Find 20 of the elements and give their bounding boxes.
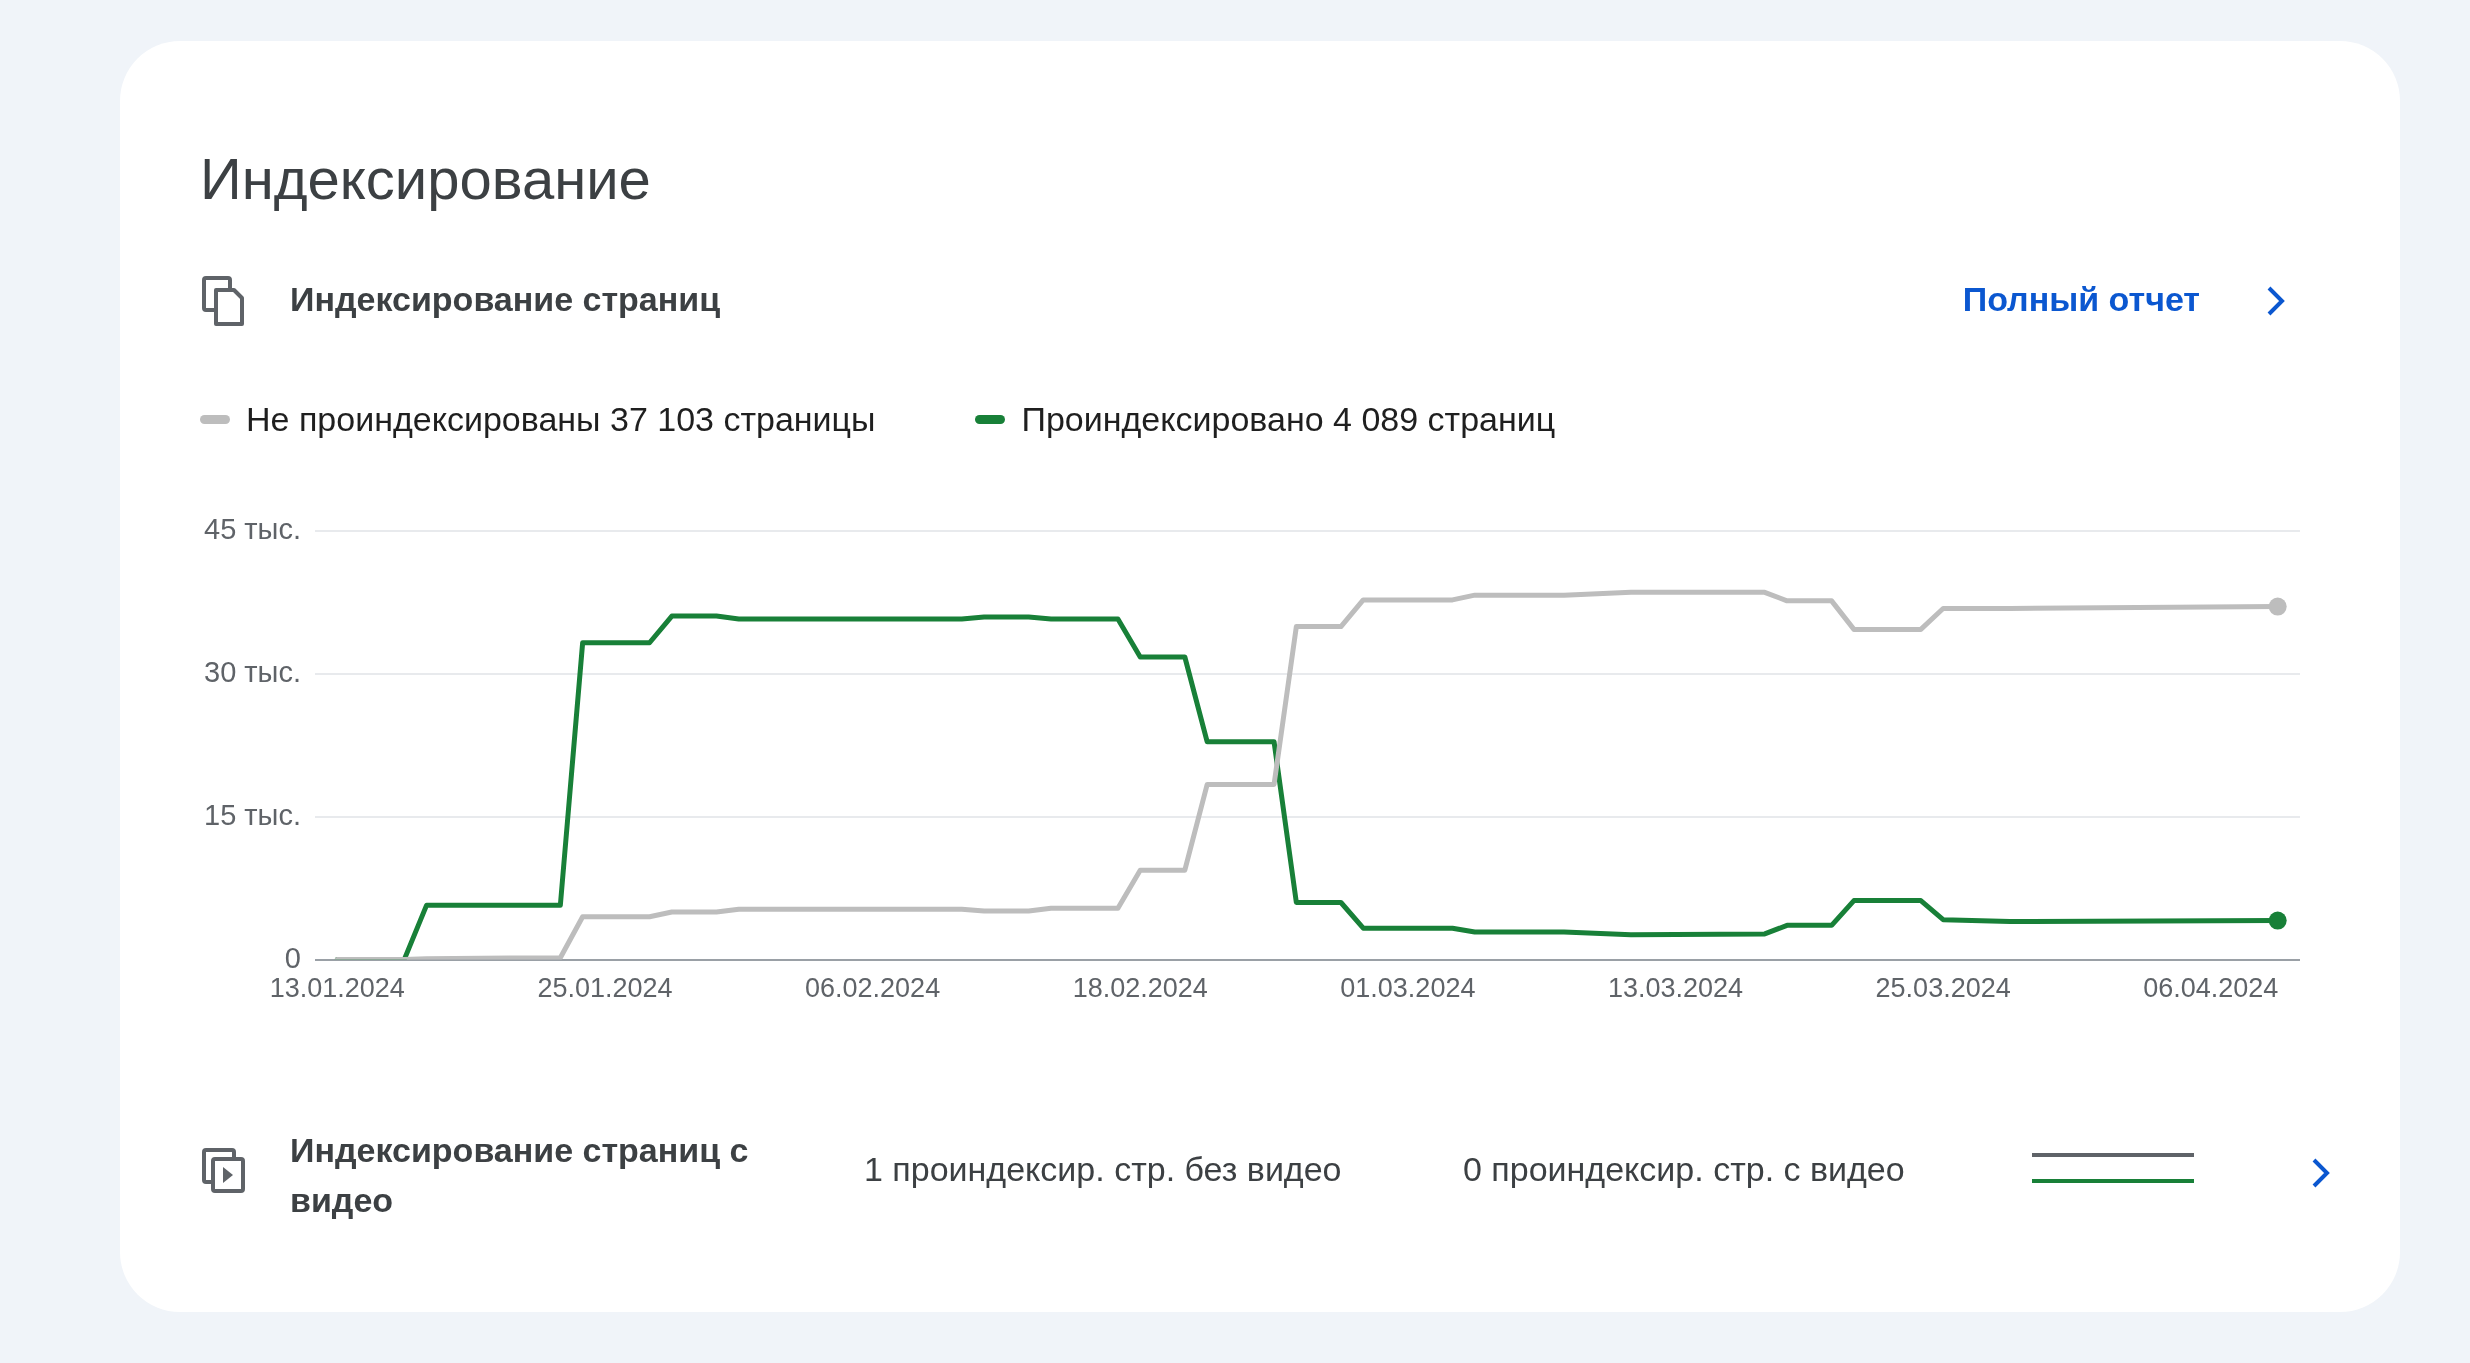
x-tick-label: 18.02.2024 <box>1072 973 1208 1004</box>
y-tick-label: 15 тыс. <box>204 798 301 831</box>
text: 1 проиндексир. стр. без видео <box>864 1150 1342 1189</box>
x-tick-label: 01.03.2024 <box>1340 973 1476 1004</box>
x-tick-label: 06.02.2024 <box>805 973 941 1004</box>
text: Полный отчет <box>1962 280 2200 319</box>
y-tick-label: 45 тыс. <box>204 513 301 546</box>
text: 0 проиндексир. стр. с видео <box>1463 1150 1905 1189</box>
chart-subtitle: Индексирование страниц <box>290 280 721 319</box>
x-tick-label: 06.04.2024 <box>2143 973 2279 1004</box>
text: Индексирование страниц с видео <box>290 1130 750 1221</box>
x-tick-label: 13.01.2024 <box>269 973 405 1004</box>
x-tick-label: 25.01.2024 <box>537 973 673 1004</box>
y-tick-label: 30 тыс. <box>204 656 301 689</box>
x-tick-label: 13.03.2024 <box>1607 973 1744 1004</box>
legend-label: Не проиндексированы 37 103 страницы <box>246 400 876 439</box>
x-tick-label: 25.03.2024 <box>1875 973 2011 1004</box>
y-tick-label: 0 <box>284 941 301 974</box>
chart-title: Индексирование <box>200 145 651 212</box>
legend-label: Проиндексировано 4 089 страниц <box>1021 400 1556 439</box>
